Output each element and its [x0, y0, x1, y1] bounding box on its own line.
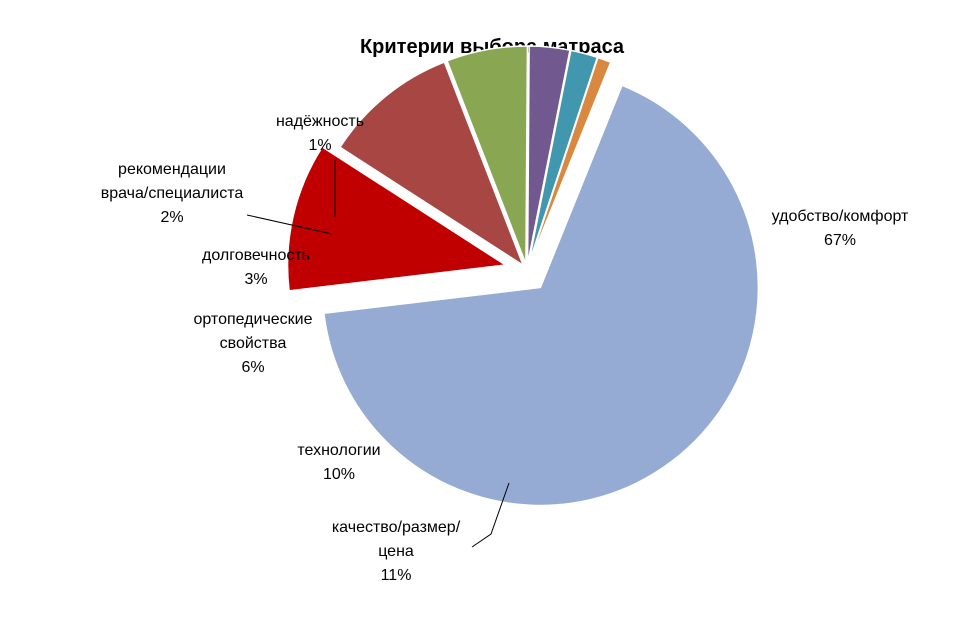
slice-name-label: качество/размер/: [332, 519, 461, 536]
slice-label: технологии 10%: [297, 442, 380, 483]
slices-layer: [286, 45, 760, 507]
slice-percent-label: 2%: [160, 209, 183, 226]
labels-layer: удобство/комфорт 67% качество/размер/цена 1…: [101, 113, 909, 584]
slice-name-label: надёжность: [276, 113, 364, 130]
slice-label: удобство/комфорт 67%: [772, 208, 909, 249]
slice-name-label: врача/специалиста: [101, 185, 244, 202]
pie-slice: [338, 61, 525, 268]
slice-name-label: рекомендации: [118, 161, 226, 178]
pie-slice: [286, 145, 508, 292]
slice-name-label: свойства: [220, 335, 287, 352]
slice-label: качество/размер/цена 11%: [332, 519, 461, 584]
pie-slice: [528, 56, 612, 265]
pie-slice: [526, 45, 571, 265]
slice-label: рекомендации врача/специалиста 2%: [101, 161, 244, 226]
slice-percent-label: 6%: [241, 359, 264, 376]
slice-label: надёжность 1%: [276, 113, 364, 154]
slice-percent-label: 11%: [381, 567, 412, 584]
slice-name-label: технологии: [297, 442, 380, 459]
pie-slice: [446, 45, 529, 265]
slice-percent-label: 1%: [308, 137, 331, 154]
slice-name-label: ортопедические: [193, 311, 312, 328]
slice-percent-label: 3%: [244, 271, 267, 288]
leader-lines-layer: [246, 160, 510, 548]
slice-percent-label: 67%: [824, 232, 856, 249]
slice-name-label: долговечность: [202, 247, 310, 264]
leader-line: [471, 482, 510, 548]
slice-percent-label: 10%: [323, 466, 355, 483]
slice-label: ортопедические свойства 6%: [193, 311, 312, 376]
pie-slice: [323, 84, 760, 507]
slice-label: долговечность 3%: [202, 247, 310, 288]
slice-name-label: цена: [378, 543, 414, 560]
leader-line: [246, 214, 333, 235]
slice-name-label: удобство/комфорт: [772, 208, 909, 225]
